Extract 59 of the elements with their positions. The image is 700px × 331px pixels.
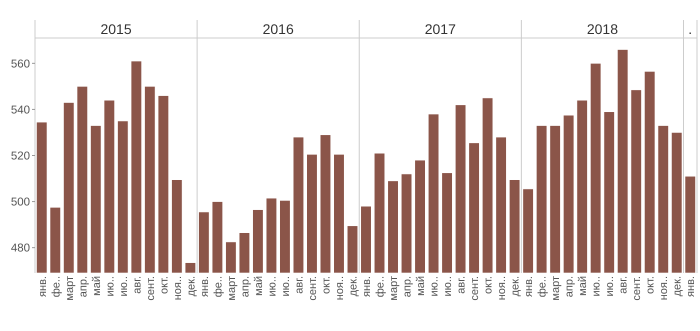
x-tick-label: янв. bbox=[685, 276, 698, 297]
x-tick-label: май bbox=[90, 276, 103, 296]
x-tick-label: фе.. bbox=[50, 276, 62, 298]
x-tick-label: ию.. bbox=[442, 276, 454, 297]
x-tick-label: дек. bbox=[672, 276, 684, 296]
x-tick-label: ию.. bbox=[266, 276, 278, 297]
x-tick-label: апр. bbox=[77, 276, 90, 298]
x-tick-label: янв. bbox=[36, 276, 49, 297]
x-tick-label: дек. bbox=[185, 276, 198, 296]
x-tick-label: май bbox=[252, 276, 265, 296]
x-tick-label: сент. bbox=[631, 276, 644, 301]
x-tick-label: авг. bbox=[293, 276, 306, 294]
x-tick-label: ию.. bbox=[428, 276, 441, 297]
x-tick-label: окт. bbox=[320, 276, 332, 294]
y-tick-label: 480 bbox=[10, 242, 30, 255]
text: 2018 bbox=[586, 21, 618, 37]
x-tick-label: янв. bbox=[198, 276, 211, 297]
x-tick-label: дек. bbox=[347, 276, 360, 296]
x-tick-label: март bbox=[226, 276, 238, 301]
x-tick-label: ию.. bbox=[590, 276, 603, 297]
y-tick-label: 520 bbox=[10, 150, 30, 162]
x-tick-label: апр. bbox=[402, 276, 414, 298]
x-tick-label: авг. bbox=[618, 276, 630, 294]
y-tick-label: 540 bbox=[10, 104, 30, 116]
x-tick-label: ию.. bbox=[604, 276, 616, 297]
x-tick-label: ию.. bbox=[104, 276, 116, 297]
x-tick-label: ию.. bbox=[118, 276, 130, 297]
x-tick-label: май bbox=[577, 276, 590, 296]
x-tick-label: окт. bbox=[644, 276, 657, 294]
x-tick-label: фе.. bbox=[536, 276, 549, 298]
text: . bbox=[688, 21, 692, 37]
text: 2017 bbox=[424, 21, 456, 37]
x-tick-label: март bbox=[550, 276, 562, 301]
x-tick-label: май bbox=[415, 276, 428, 296]
x-tick-label: ноя.. bbox=[496, 276, 508, 300]
x-tick-label: окт. bbox=[158, 276, 170, 294]
x-tick-label: янв. bbox=[523, 276, 536, 297]
x-tick-label: окт. bbox=[482, 276, 495, 294]
x-tick-label: ноя.. bbox=[334, 276, 346, 300]
text: 2016 bbox=[262, 21, 294, 37]
x-tick-label: фе.. bbox=[212, 276, 224, 298]
x-tick-label: сент. bbox=[144, 276, 157, 301]
x-tick-label: дек. bbox=[510, 276, 522, 296]
x-tick-label: авг. bbox=[456, 276, 468, 294]
x-tick-label: апр. bbox=[239, 276, 252, 298]
x-tick-label: ноя.. bbox=[658, 276, 670, 300]
x-tick-label: сент. bbox=[306, 276, 319, 301]
x-tick-label: март bbox=[388, 276, 400, 301]
x-tick-label: апр. bbox=[564, 276, 576, 298]
x-tick-label: март bbox=[64, 276, 76, 301]
y-tick-label: 560 bbox=[10, 58, 30, 70]
text: 2015 bbox=[100, 21, 132, 37]
x-tick-label: авг. bbox=[131, 276, 144, 294]
y-tick-label: 500 bbox=[10, 196, 30, 209]
x-tick-label: фе.. bbox=[374, 276, 387, 298]
x-tick-label: ию.. bbox=[280, 276, 292, 297]
x-tick-label: ноя.. bbox=[172, 276, 184, 300]
x-tick-label: янв. bbox=[361, 276, 373, 297]
x-tick-label: сент. bbox=[469, 276, 482, 301]
